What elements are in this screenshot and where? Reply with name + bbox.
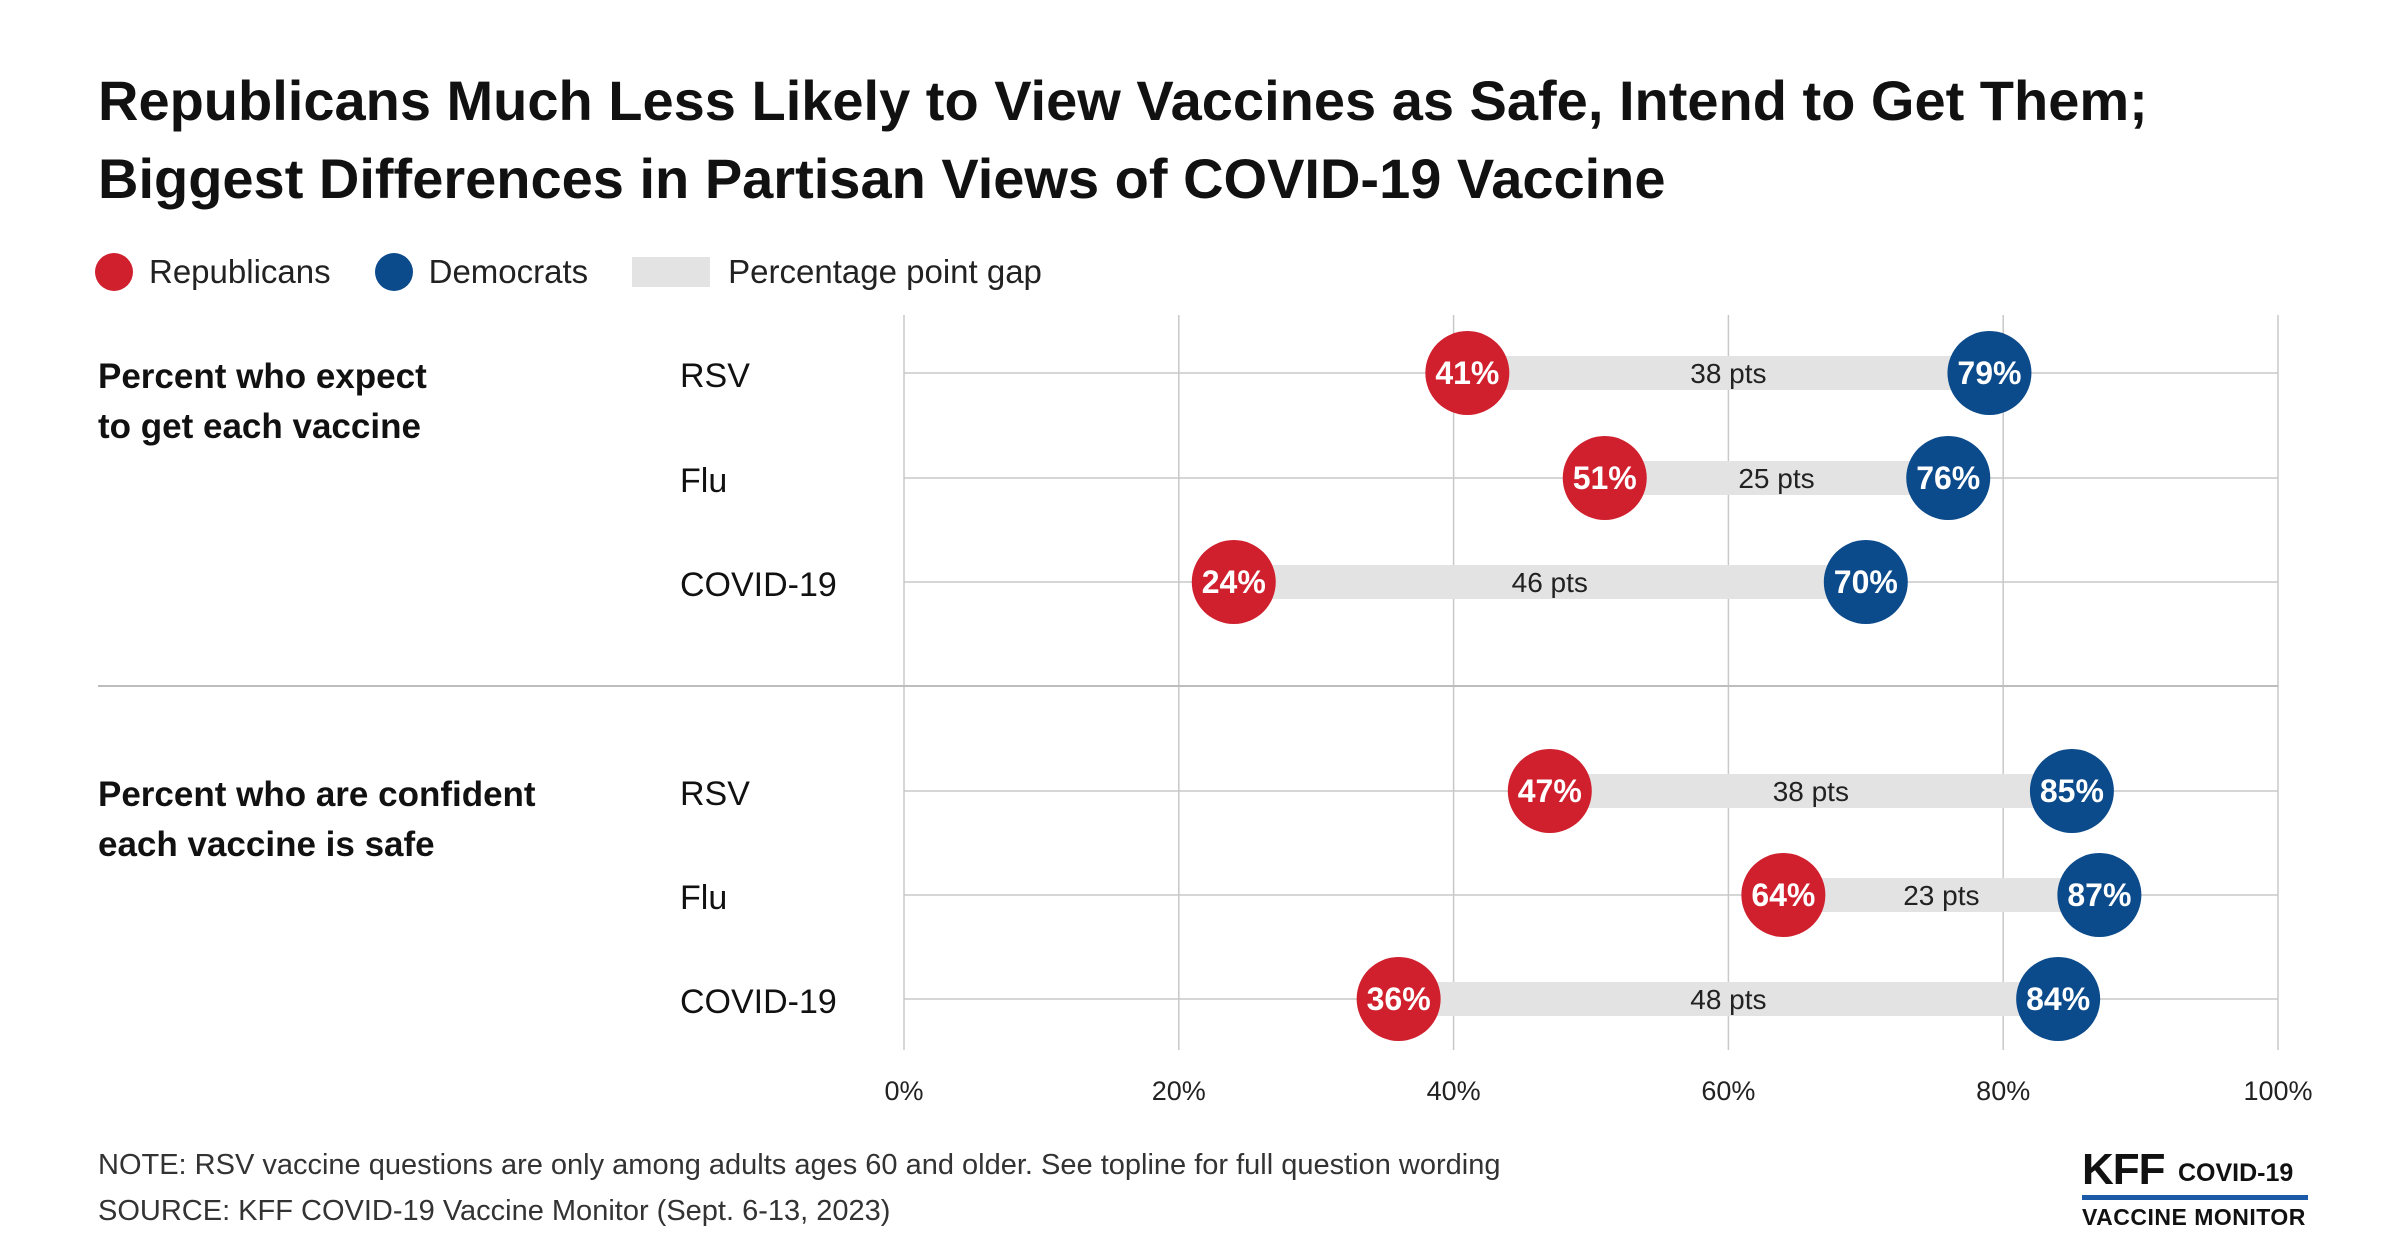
x-tick-label: 100% [2243,1076,2312,1106]
gap-label: 23 pts [1903,880,1979,911]
logo-kff-text: KFF [2082,1145,2166,1194]
republican-value-label: 51% [1573,460,1637,496]
legend-item-republicans: Republicans [95,253,331,291]
republican-value-label: 41% [1435,355,1499,391]
democrat-value-label: 87% [2067,877,2131,913]
logo-divider-line [2082,1195,2308,1200]
chart-title: Republicans Much Less Likely to View Vac… [98,62,2348,218]
republican-value-label: 64% [1751,877,1815,913]
democrat-value-label: 70% [1834,564,1898,600]
republican-dot [1356,957,1441,1041]
chart-title-line-2: Biggest Differences in Partisan Views of… [98,147,1666,210]
x-tick-label: 20% [1152,1076,1206,1106]
gap-label: 38 pts [1773,776,1849,807]
republican-value-label: 24% [1202,564,1266,600]
democrat-dot [2016,957,2101,1041]
gap-bar [1467,356,1990,390]
legend-swatch-gap [632,257,711,287]
democrat-dot [2029,749,2114,833]
gap-bar [1549,774,2072,808]
gap-label: 46 pts [1512,567,1588,598]
category-label: RSV [680,775,750,813]
republican-dot [1191,540,1276,624]
democrat-dot [1823,540,1908,624]
chart-title-line-1: Republicans Much Less Likely to View Vac… [98,69,2148,132]
democrat-value-label: 85% [2040,773,2104,809]
republican-dot [1741,853,1826,937]
republican-value-label: 47% [1518,773,1582,809]
logo-covid-text: COVID-19 [2178,1159,2294,1187]
republican-dot [1425,331,1510,415]
legend-label-republicans: Republicans [149,253,331,290]
x-tick-label: 60% [1701,1076,1755,1106]
gap-label: 38 pts [1690,358,1766,389]
legend-item-gap: Percentage point gap [632,253,1042,291]
group-label-line: Percent who expect [98,357,427,396]
category-label: Flu [680,879,727,917]
legend-label-gap: Percentage point gap [728,253,1042,290]
kff-logo: KFF COVID-19 VACCINE MONITOR [2082,1148,2312,1232]
legend-item-democrats: Democrats [374,253,589,291]
democrat-dot [1906,436,1991,520]
democrat-dot [2057,853,2142,937]
dumbbell-chart: 0% 20% 40% 60% 80% 100% Percent who expect to g… [98,315,2313,1106]
democrat-value-label: 84% [2026,981,2090,1017]
x-tick-label: 40% [1427,1076,1481,1106]
source-text: SOURCE: KFF COVID-19 Vaccine Monitor (Se… [98,1195,891,1227]
gap-bar [1604,461,1949,495]
democrat-value-label: 76% [1916,460,1980,496]
legend-swatch-republicans [95,253,133,291]
republican-dot [1562,436,1647,520]
x-tick-label: 0% [884,1076,923,1106]
legend-label-democrats: Democrats [428,253,589,290]
group-label-line: each vaccine is safe [98,825,435,864]
note-text: NOTE: RSV vaccine questions are only amo… [98,1149,1501,1181]
legend-swatch-democrats [374,253,413,291]
gap-bar [1233,565,1866,599]
gap-label: 25 pts [1738,463,1814,494]
notes: NOTE: RSV vaccine questions are only amo… [98,1142,1501,1234]
logo-monitor-text: VACCINE MONITOR [2082,1204,2306,1230]
category-label: Flu [680,462,727,500]
democrat-dot [1947,331,2032,415]
legend: Republicans Democrats Percentage point g… [95,252,1086,292]
republican-value-label: 36% [1367,981,1431,1017]
category-label: COVID-19 [680,983,837,1021]
gap-bar [1783,878,2100,912]
category-label: RSV [680,357,750,395]
group-label-line: Percent who are confident [98,775,536,814]
x-tick-label: 80% [1976,1076,2030,1106]
group-label-line: to get each vaccine [98,407,421,446]
republican-dot [1507,749,1592,833]
gap-label: 48 pts [1690,984,1766,1015]
democrat-value-label: 79% [1957,355,2021,391]
gap-bar [1398,982,2059,1016]
category-label: COVID-19 [680,566,837,604]
